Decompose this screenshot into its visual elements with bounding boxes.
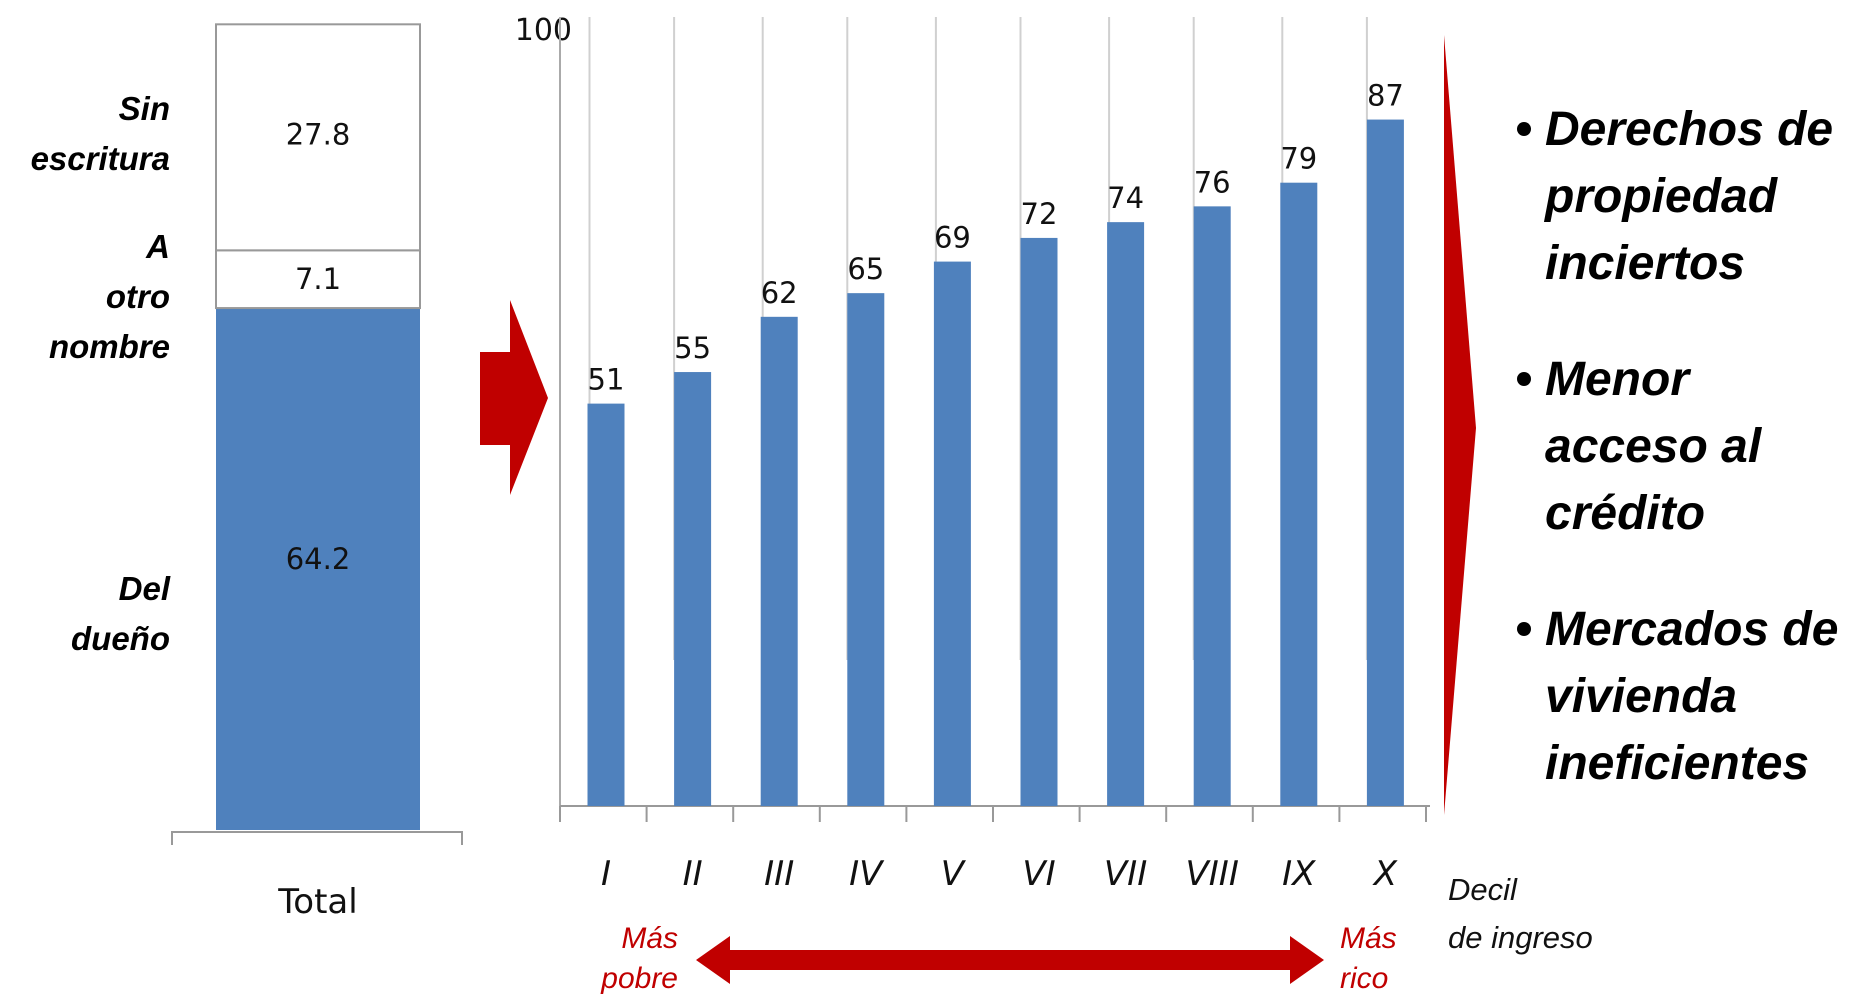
bar-value-label: 69 — [934, 221, 971, 255]
bar-IX — [1280, 182, 1318, 806]
bar-II — [674, 372, 712, 806]
total-stacked-chart: 64.2 Del dueño 7.1 A otro nombre 27.8 Sin escritu… — [31, 23, 463, 922]
right-arrow-icon — [480, 300, 548, 495]
category-label: VIII — [1186, 854, 1239, 894]
bar-X — [1366, 119, 1404, 806]
stacked-segment-2 — [215, 249, 421, 310]
bullet-dot-icon — [1517, 372, 1531, 386]
bar-III — [760, 316, 798, 806]
x-axis-title: Decil de ingreso — [1448, 872, 1593, 955]
segment-value-label: 7.1 — [295, 262, 341, 296]
bar-value-label: 76 — [1194, 165, 1231, 199]
bar-VI — [1020, 237, 1058, 807]
wedge-shape — [1444, 35, 1476, 815]
category-label: VII — [1104, 854, 1147, 894]
segment-name-label: Sin escritura — [31, 90, 170, 177]
category-label: X — [1372, 854, 1398, 894]
bar-VIII — [1193, 206, 1231, 807]
bar-value-label: 65 — [847, 252, 884, 286]
bar-value-label: 72 — [1021, 197, 1058, 231]
range-left-label: Más pobre — [600, 922, 678, 995]
bullet-item: Derechos de propiedad inciertos — [1543, 103, 1833, 290]
bar-value-label: 87 — [1367, 79, 1404, 113]
bar-I — [587, 403, 625, 806]
bar-value-label: 51 — [588, 363, 625, 397]
bar-value-label: 79 — [1280, 142, 1317, 176]
category-label: IX — [1282, 854, 1316, 894]
category-label: VI — [1022, 854, 1055, 894]
bullet-item: Menor acceso al crédito — [1545, 353, 1763, 540]
x-axis-line — [171, 831, 463, 845]
segment-value-label: 27.8 — [286, 117, 351, 151]
bullet-item: Mercados de vivienda ineficientes — [1545, 603, 1838, 790]
category-label: I — [601, 854, 611, 894]
stacked-segment-1 — [216, 308, 420, 831]
decile-bar-chart: 100 51 I 55 II 62 III 65 IV 69 V 72 VI 74 VII 76 VIII 79 I… — [515, 13, 1593, 995]
category-label: IV — [849, 854, 885, 894]
double-arrow-icon — [696, 936, 1324, 984]
bullet-dot-icon — [1517, 622, 1531, 636]
segment-name-label: Del dueño — [71, 570, 171, 657]
bullet-list: Derechos de propiedad inciertos Menor acceso… — [1517, 103, 1838, 790]
range-right-label: Más rico — [1340, 922, 1397, 995]
stacked-segment-3 — [215, 23, 421, 252]
bar-IV — [847, 293, 885, 806]
bar-value-label: 55 — [674, 331, 711, 365]
bullet-dot-icon — [1517, 122, 1531, 136]
bar-value-label: 74 — [1107, 181, 1144, 215]
category-label: III — [764, 854, 794, 894]
bar-value-label: 62 — [761, 276, 798, 310]
segment-value-label: 64.2 — [286, 542, 351, 576]
category-label: V — [941, 854, 967, 894]
y-tick-label: 100 — [515, 13, 572, 48]
bar-VII — [1107, 222, 1145, 806]
category-label: Total — [277, 882, 357, 922]
category-label: II — [683, 854, 703, 894]
bar-V — [933, 261, 971, 807]
